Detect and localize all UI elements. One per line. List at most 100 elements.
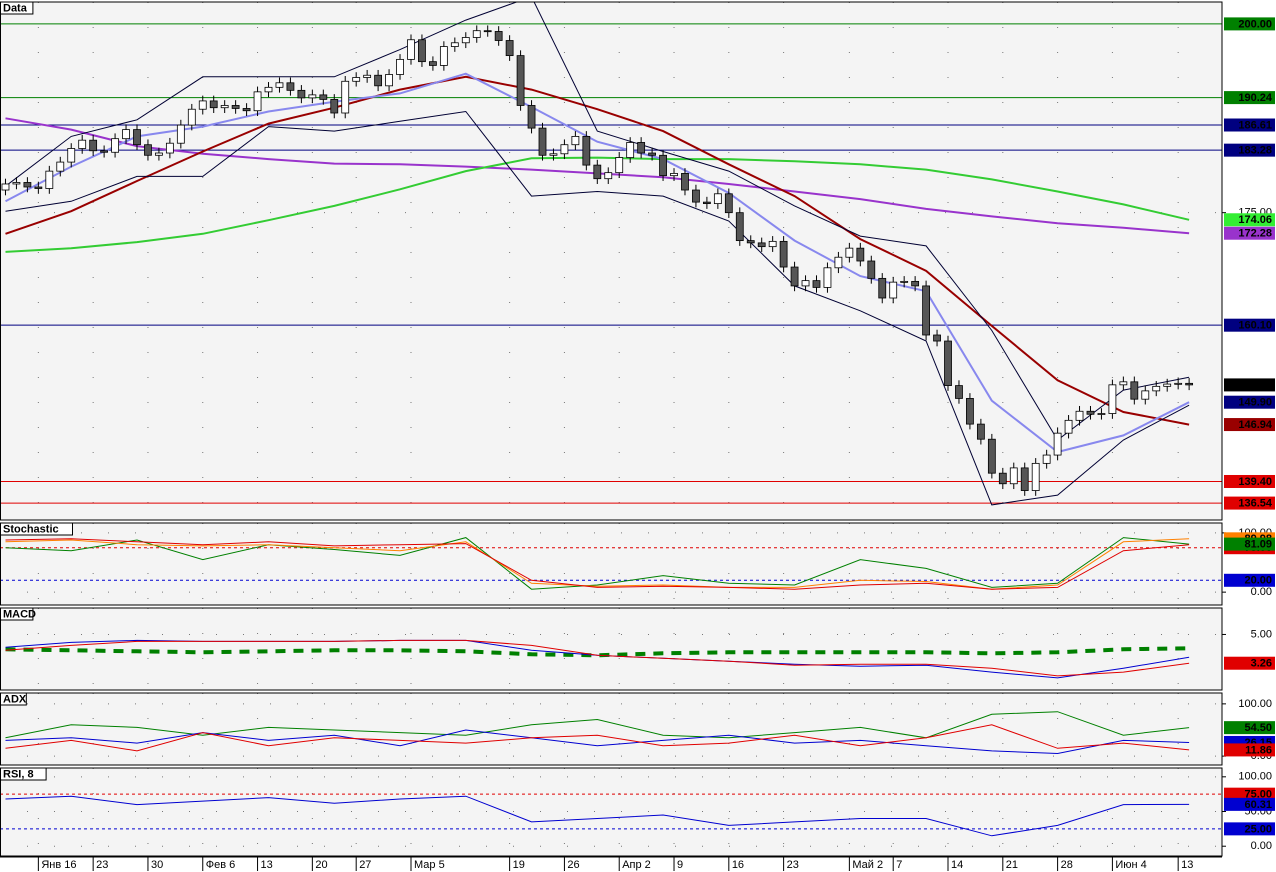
- candle-body: [1141, 390, 1150, 400]
- x-tick-label: 19: [513, 859, 525, 871]
- candle-body: [845, 247, 854, 258]
- candle-body: [231, 105, 240, 109]
- candle-body: [286, 82, 295, 91]
- x-tick-label: Апр 2: [622, 859, 651, 871]
- price-label: 172.28: [1238, 228, 1272, 240]
- panel-title: ADX: [3, 693, 27, 705]
- candle-body: [1031, 462, 1040, 491]
- candle-body: [801, 280, 810, 287]
- candle-body: [659, 154, 667, 177]
- indicator-line: [5, 711, 1190, 739]
- panel-plot: [0, 768, 1222, 856]
- price-label: 174.06: [1238, 214, 1272, 226]
- x-tick-label: 21: [1006, 859, 1018, 871]
- price-label: 75.00: [1244, 789, 1272, 801]
- candle-body: [1163, 383, 1172, 387]
- panel-border: [0, 607, 1223, 691]
- price-label-box: [1224, 573, 1275, 587]
- candle-body: [637, 142, 646, 154]
- x-tick-label: Янв 16: [41, 859, 76, 871]
- candle-body: [352, 77, 361, 82]
- x-tick-label: 20: [315, 859, 327, 871]
- candle-body: [418, 39, 426, 63]
- panel-title-tab: [0, 607, 34, 621]
- price-label-box: [1224, 496, 1275, 510]
- x-tick-label: 9: [677, 859, 683, 871]
- panel-title-tab: [0, 522, 73, 536]
- x-tick-label: Май 2: [852, 859, 883, 871]
- candle-body: [549, 153, 558, 156]
- candle-body: [702, 201, 711, 205]
- candle-body: [12, 182, 21, 185]
- y-tick-label: 0.00: [1251, 586, 1272, 598]
- candle-body: [713, 193, 722, 205]
- x-tick-label: Мар 5: [414, 859, 445, 871]
- candle-body: [966, 398, 974, 425]
- price-label-box: [1224, 537, 1275, 551]
- candle-body: [100, 150, 109, 153]
- candle-body: [516, 55, 525, 106]
- price-label-box: [1224, 318, 1275, 332]
- y-tick-label: 100.00: [1238, 771, 1272, 783]
- candle-body: [34, 186, 43, 189]
- candle-body: [330, 99, 339, 114]
- price-label: 3.26: [1251, 658, 1272, 670]
- candle-body: [1097, 413, 1106, 415]
- candle-body: [1020, 467, 1029, 491]
- candle-body: [144, 144, 152, 156]
- candle-body: [670, 173, 678, 177]
- x-tick-label: 16: [732, 859, 744, 871]
- panel-title: MACD: [3, 608, 36, 620]
- y-tick-label: 100.00: [1238, 698, 1272, 710]
- candle-body: [998, 472, 1007, 485]
- price-label-box: [1224, 395, 1275, 409]
- candle-body: [89, 139, 98, 152]
- candle-body: [363, 74, 372, 78]
- candle-body: [505, 40, 514, 57]
- overlay-line: [5, 156, 1190, 253]
- price-label-box: [1224, 91, 1275, 105]
- candle-body: [198, 100, 207, 110]
- candle-body: [494, 31, 503, 41]
- price-label: 139.40: [1238, 476, 1272, 488]
- candle-body: [45, 170, 54, 189]
- candle-body: [933, 334, 941, 342]
- candle-body: [319, 94, 328, 100]
- x-tick-label: Июн 4: [1115, 859, 1146, 871]
- panel-title-tab: [0, 767, 47, 781]
- candle-body: [867, 260, 876, 279]
- overlay-line: [5, 75, 1190, 426]
- price-label: 149.90: [1238, 397, 1272, 409]
- candle-body: [275, 82, 284, 88]
- panel-background: [0, 2, 1222, 520]
- panel-title-tab: [0, 1, 34, 15]
- candle-body: [900, 280, 909, 283]
- panel-background: [0, 523, 1222, 605]
- candle-body: [768, 240, 777, 248]
- candle-body: [604, 172, 613, 180]
- candle-body: [746, 240, 755, 244]
- candle-body: [1042, 454, 1051, 464]
- candle-body: [922, 285, 930, 336]
- candle-body: [582, 136, 591, 166]
- candle-body: [1185, 382, 1194, 386]
- x-tick-label: 27: [359, 859, 371, 871]
- candle-body: [461, 37, 470, 44]
- candle-body: [889, 281, 898, 299]
- candle-body: [472, 30, 481, 38]
- price-label: 20.00: [1244, 575, 1272, 587]
- panel-title: Data: [3, 2, 28, 14]
- price-label-box: [1224, 143, 1275, 157]
- candle-body: [856, 247, 865, 262]
- candle-body: [681, 173, 689, 191]
- candle-body: [593, 164, 602, 180]
- panel-border: [0, 767, 1223, 857]
- candle-body: [407, 39, 415, 60]
- candle-body: [790, 266, 799, 287]
- candle-body: [1009, 467, 1018, 485]
- x-tick-label: 13: [1181, 859, 1193, 871]
- panel-border: [0, 1, 1223, 521]
- candle-body: [165, 142, 174, 154]
- price-label: 136.54: [1238, 497, 1273, 509]
